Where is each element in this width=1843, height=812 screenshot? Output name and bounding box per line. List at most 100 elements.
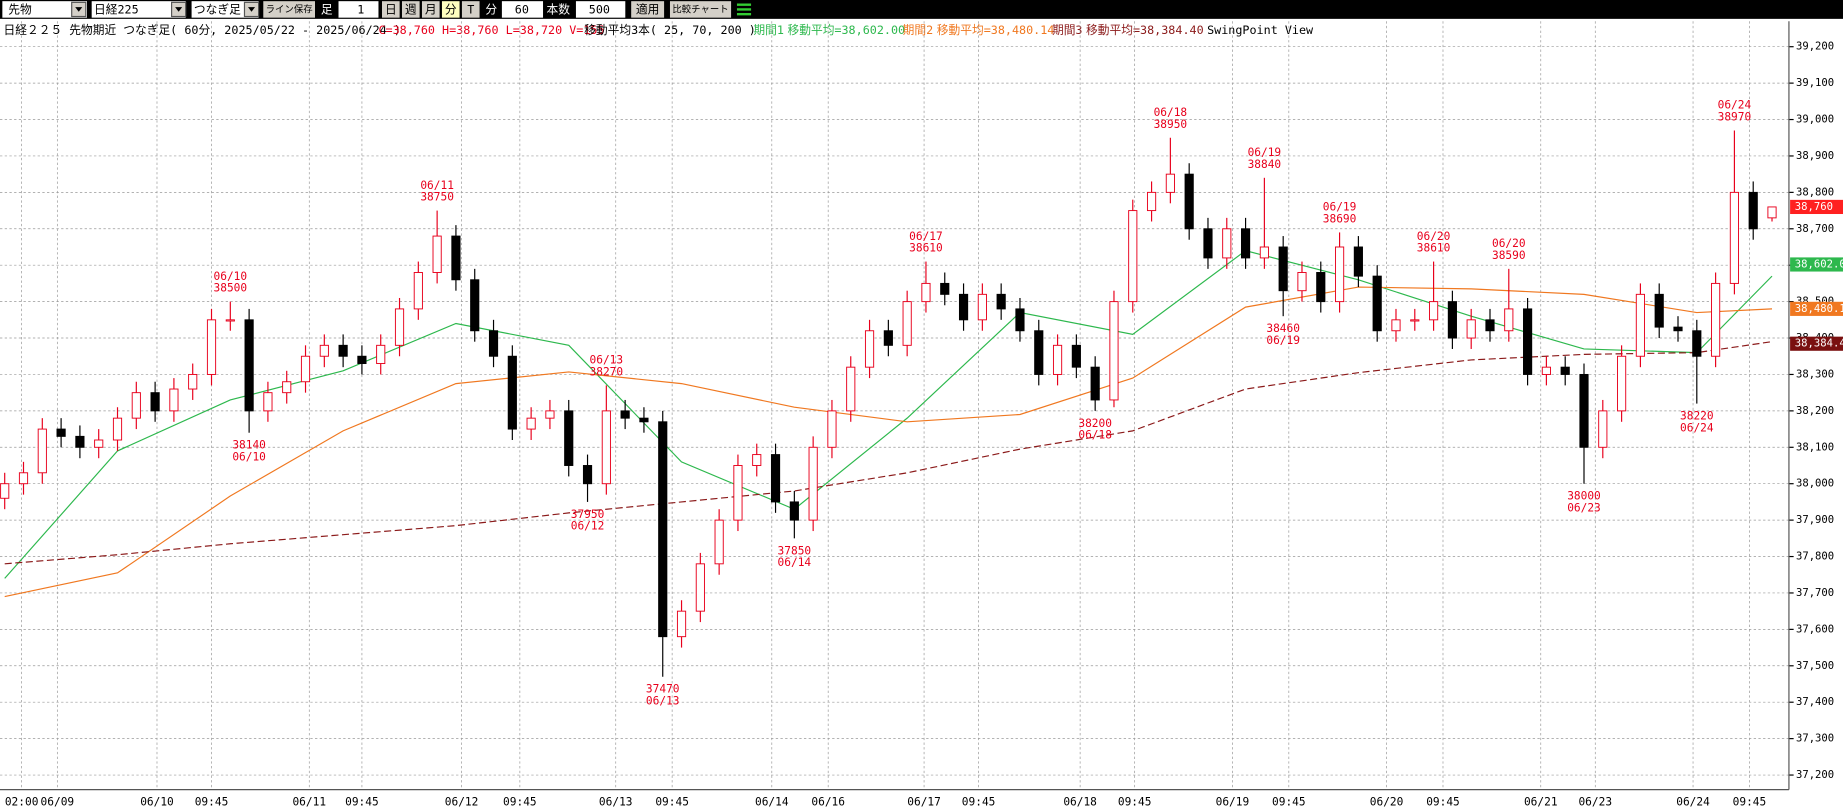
- candle-body: [639, 417, 649, 423]
- candle-body: [1071, 344, 1081, 368]
- dropdown-text[interactable]: 先物: [8, 3, 32, 17]
- candle-body: [37, 428, 47, 474]
- button-text[interactable]: 週: [405, 3, 417, 17]
- y-tick-label: 38,000: [1796, 478, 1834, 490]
- swing-date: 06/19: [1248, 146, 1282, 159]
- y-tick-label: 39,000: [1796, 114, 1834, 126]
- ma-line: [4, 341, 1773, 565]
- y-tick-label: 38,200: [1796, 405, 1834, 417]
- button-text[interactable]: 日: [385, 3, 397, 17]
- swing-date: 06/23: [1567, 501, 1601, 514]
- candle-body: [282, 381, 292, 394]
- swing-price: 37850: [778, 544, 812, 557]
- dropdown-text[interactable]: 日経225: [94, 3, 139, 17]
- x-tick-label: 06/18: [1063, 796, 1097, 809]
- candle-body: [488, 330, 499, 357]
- candle-body: [1504, 308, 1514, 332]
- candle-body: [206, 319, 217, 375]
- button-text[interactable]: 分: [445, 3, 457, 17]
- candle-body: [1297, 272, 1307, 292]
- legend-period: 期間3: [1052, 23, 1083, 37]
- candle-body: [300, 355, 311, 383]
- candle-body: [1316, 272, 1326, 303]
- candle-body: [507, 355, 517, 430]
- candle-body: [676, 610, 687, 638]
- candle-body: [451, 235, 461, 281]
- y-tick-label: 39,200: [1796, 41, 1834, 53]
- button[interactable]: [461, 1, 480, 18]
- button[interactable]: [401, 1, 420, 18]
- swing-date: 06/24: [1718, 99, 1752, 112]
- candle-body: [1429, 301, 1439, 321]
- candle-body: [733, 465, 743, 521]
- candle-body: [413, 272, 423, 310]
- candle-body: [1485, 319, 1495, 332]
- y-tick-label: 37,500: [1796, 660, 1834, 672]
- input-text[interactable]: 60: [515, 3, 529, 17]
- dropdown[interactable]: 先物: [2, 1, 87, 18]
- candle-body: [1711, 282, 1721, 357]
- swing-price: 38840: [1248, 158, 1282, 171]
- input-text[interactable]: 1: [357, 3, 364, 17]
- view-label: SwingPoint View: [1207, 23, 1314, 37]
- input[interactable]: [501, 1, 544, 18]
- button[interactable]: [631, 1, 665, 18]
- price-tag-label: 38,480.1: [1795, 303, 1843, 315]
- candle-body: [1203, 228, 1213, 259]
- candle-body: [1052, 344, 1063, 375]
- candle-body: [770, 454, 781, 503]
- dropdown[interactable]: 日経225: [91, 1, 187, 18]
- candle-body: [1560, 366, 1570, 375]
- candle-body: [169, 388, 179, 412]
- label: 本数: [547, 3, 571, 17]
- candle-body: [376, 344, 386, 365]
- button-text[interactable]: 適用: [636, 3, 659, 17]
- header: 日経２２５ 先物期近 つなぎ足( 60分, 2025/05/22 - 2025/…: [4, 23, 1314, 37]
- button[interactable]: [441, 1, 460, 18]
- candle-body: [1335, 246, 1345, 303]
- quote: C=38,760 H=38,760 L=38,720 V=155: [378, 23, 604, 37]
- x-tick-label: 06/23: [1578, 796, 1612, 809]
- x-tick-label: 06/11: [292, 796, 326, 809]
- swing-date: 06/10: [232, 450, 266, 463]
- candle-body: [112, 417, 123, 441]
- x-tick-label: 06/24: [1676, 796, 1710, 809]
- button[interactable]: [669, 1, 732, 18]
- y-tick-label: 37,600: [1796, 623, 1834, 635]
- candle-body: [977, 293, 987, 321]
- candle-body: [357, 355, 367, 365]
- button[interactable]: [263, 1, 316, 18]
- candle-body: [0, 483, 10, 499]
- button[interactable]: [421, 1, 440, 18]
- input-text[interactable]: 500: [589, 3, 610, 17]
- swing-price: 38610: [909, 242, 943, 255]
- price-tag: [1790, 336, 1843, 351]
- candle-body: [338, 344, 348, 357]
- y-tick-label: 37,400: [1796, 696, 1834, 708]
- dropdown-text[interactable]: つなぎ足: [194, 3, 241, 17]
- candle-body: [319, 344, 329, 357]
- dropdown[interactable]: つなぎ足: [191, 1, 260, 18]
- x-tick-label: 06/17: [907, 796, 941, 809]
- button-text[interactable]: 月: [425, 3, 437, 17]
- legend-value: 移動平均=38,384.40: [1086, 23, 1204, 37]
- price-tag-label: 38,602.0: [1795, 258, 1843, 270]
- candle-body: [752, 454, 762, 466]
- candle-body: [846, 366, 856, 412]
- candle-body: [394, 308, 405, 346]
- button-text[interactable]: 比較チャート: [672, 4, 728, 16]
- button[interactable]: [381, 1, 400, 18]
- icon[interactable]: [736, 3, 752, 16]
- candle-body: [1165, 173, 1175, 193]
- button-text[interactable]: T: [467, 3, 474, 17]
- candle-body: [601, 410, 611, 485]
- candle-body: [75, 435, 85, 448]
- legend-value: 移動平均=38,602.00: [788, 23, 906, 37]
- button-text[interactable]: ライン保存: [266, 4, 313, 16]
- candle-body: [56, 428, 66, 437]
- candle-body: [1598, 410, 1608, 448]
- input[interactable]: [338, 1, 379, 18]
- input[interactable]: [575, 1, 626, 18]
- y-tick-label: 37,200: [1796, 769, 1834, 781]
